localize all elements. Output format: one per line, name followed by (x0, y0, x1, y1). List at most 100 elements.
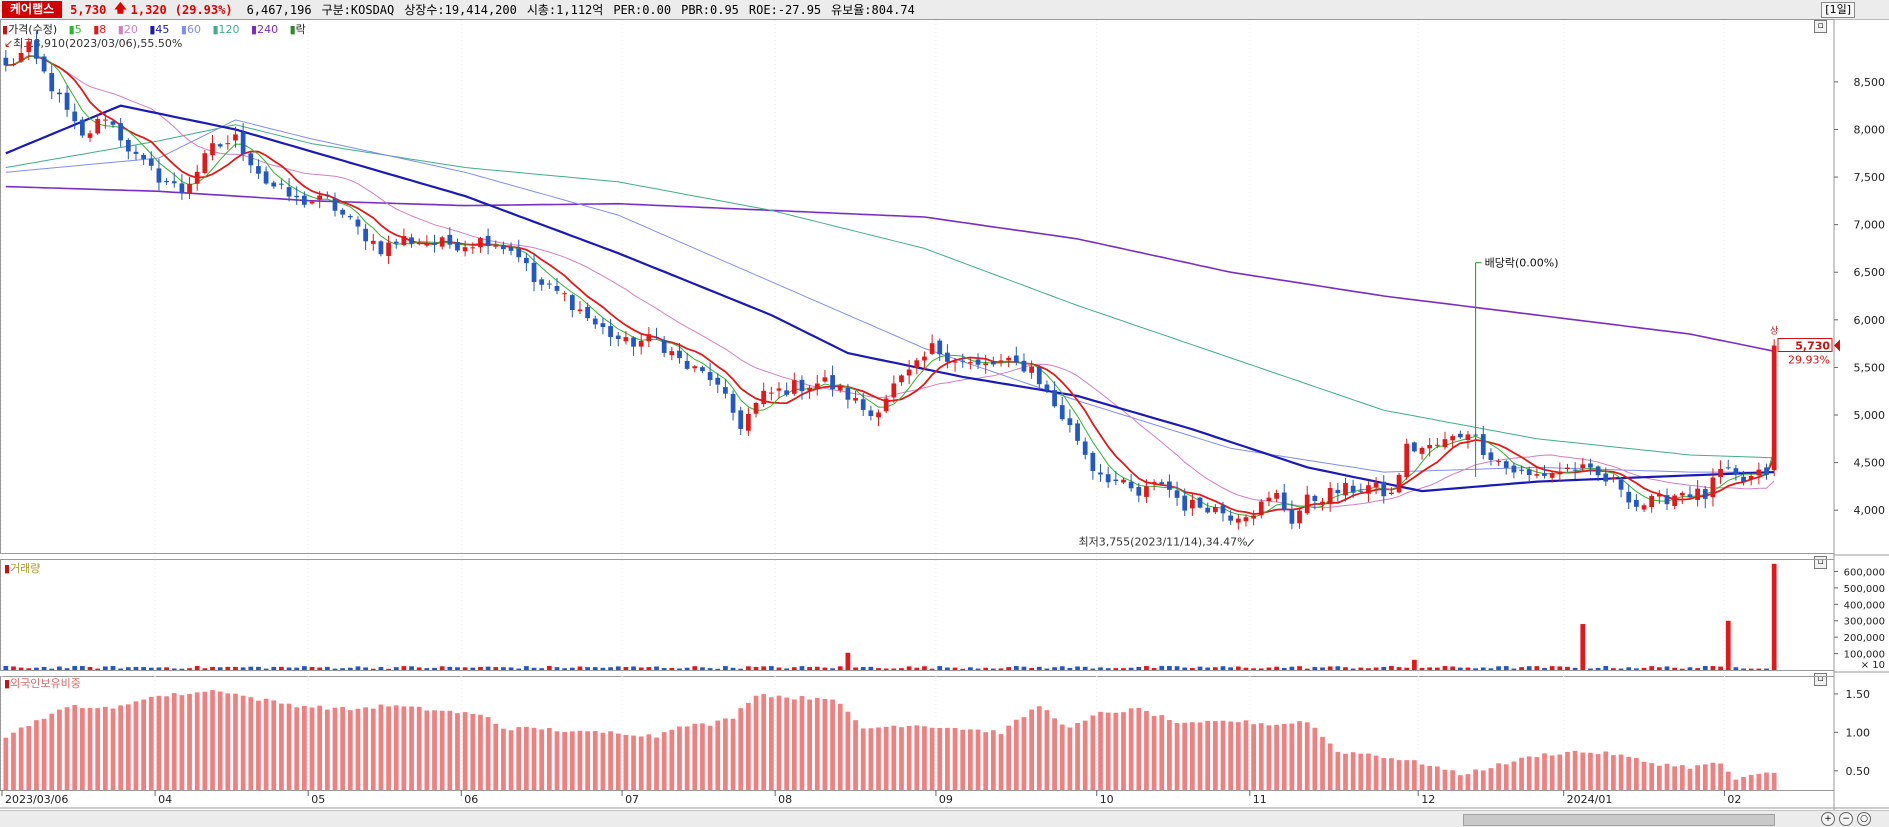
foreign-bar (447, 710, 453, 790)
candle (1511, 462, 1517, 479)
volume-bar (156, 667, 162, 670)
ma45-line (5, 104, 1775, 493)
foreign-bar (309, 707, 315, 790)
volume-bar (1151, 667, 1157, 670)
candle-body (1174, 490, 1180, 498)
high-price-note: ↙최고8,910(2023/03/06),55.50% (4, 37, 183, 50)
foreign-bar (623, 734, 629, 790)
legend-price[interactable]: ▮가격(수정) (2, 23, 58, 36)
candle-body (1304, 494, 1310, 514)
legend-ma8[interactable]: ▮8 (93, 23, 107, 36)
candle (531, 253, 537, 292)
volume-bar (1580, 624, 1586, 670)
candle-body (960, 360, 966, 362)
volume-bar (1304, 668, 1310, 670)
foreign-bar (324, 709, 330, 790)
candle-body (11, 64, 16, 66)
foreign-bar (64, 707, 70, 790)
candle-body (791, 380, 797, 394)
candle-body (455, 242, 460, 251)
foreign-bar (539, 729, 545, 790)
volume-bar (592, 667, 598, 670)
foreign-bar (1281, 723, 1287, 790)
pbr-value: PBR:0.95 (681, 2, 739, 17)
volume-bar (370, 668, 376, 670)
candle-body (164, 180, 169, 183)
foreign-bar (654, 737, 659, 790)
candle-body (753, 403, 759, 414)
legend-ma120[interactable]: ▮120 (212, 23, 240, 36)
horizontal-scrollbar[interactable] (0, 810, 1889, 827)
volume-bar (516, 668, 522, 670)
foreign-bar (1366, 753, 1371, 790)
candle (707, 362, 713, 386)
foreign-bar (1771, 772, 1777, 790)
volume-y-tick-label: 200,000 (1844, 633, 1885, 644)
candle (309, 200, 315, 205)
candle (1358, 483, 1364, 494)
foreign-bar (1335, 751, 1341, 790)
foreign-bar (952, 728, 958, 790)
candle-body (1105, 474, 1111, 483)
volume-bar (990, 668, 996, 670)
candle-body (661, 340, 667, 353)
zoom-reset-icon[interactable]: ○ (1857, 812, 1871, 826)
candle-body (975, 359, 981, 365)
candle (1603, 467, 1609, 486)
foreign-bar (1572, 750, 1578, 790)
candle (883, 394, 889, 414)
price-y-tick-label: 5,000 (1854, 409, 1886, 422)
volume-bar (64, 668, 70, 670)
foreign-bar (363, 707, 368, 790)
low-price-note: 최저3,755(2023/11/14),34.47% (1078, 535, 1247, 548)
candle (983, 354, 989, 374)
candle (470, 242, 476, 254)
candle (378, 240, 384, 257)
zoom-out-icon[interactable]: − (1839, 812, 1853, 826)
volume-bar (623, 667, 629, 670)
legend-ma5[interactable]: ▮5 (68, 23, 82, 36)
foreign-bar (1381, 758, 1387, 790)
foreign-bar (1098, 711, 1103, 790)
volume-bar (638, 667, 644, 670)
legend-ma240[interactable]: ▮240 (251, 23, 279, 36)
legend-ex-dividend[interactable]: ▮락 (289, 23, 306, 36)
price-pane-close-icon[interactable]: ▫ (1814, 20, 1827, 33)
zoom-in-icon[interactable]: + (1821, 812, 1835, 826)
candle (1021, 353, 1027, 373)
candle (156, 158, 162, 191)
foreign-bar (187, 694, 192, 790)
candle (294, 186, 300, 205)
candle-body (830, 375, 835, 390)
axes: 4,000 4,500 5,000 5,500 6,000 6,500 7,000 7,500… (1, 76, 1886, 806)
volume-bar (654, 666, 659, 670)
scrollbar-thumb[interactable] (1463, 814, 1775, 826)
volume-bar (1013, 665, 1019, 670)
candle-body (1618, 479, 1624, 490)
candle-body (1182, 495, 1188, 511)
volume-bar (1159, 665, 1165, 670)
listed-shares: 상장수:19,414,200 (404, 3, 517, 17)
volume-bar (1220, 666, 1226, 670)
candle (784, 382, 790, 397)
candle (1006, 355, 1012, 368)
candle (424, 235, 430, 248)
candle-body (1664, 495, 1670, 505)
candle-body (654, 336, 659, 338)
foreign-bar (1557, 754, 1563, 790)
candle-body (983, 363, 989, 366)
legend-ma20[interactable]: ▮20 (117, 23, 138, 36)
candle (562, 290, 568, 302)
stock-name-badge[interactable]: 케어랩스 (2, 1, 63, 18)
candle-body (1442, 439, 1448, 448)
stock-chart[interactable]: 4,000 4,500 5,000 5,500 6,000 6,500 7,000 7,500… (0, 0, 1889, 810)
legend-ma60[interactable]: ▮60 (180, 23, 201, 36)
volume-bar (608, 667, 613, 670)
period-selector[interactable]: [1일] (1821, 2, 1855, 18)
candle (968, 358, 973, 370)
foreign-bar (1427, 765, 1433, 790)
foreign-bar (1013, 719, 1019, 790)
legend-ma45[interactable]: ▮45 (149, 23, 170, 36)
foreign-bar (1228, 721, 1234, 790)
candle (455, 238, 460, 253)
